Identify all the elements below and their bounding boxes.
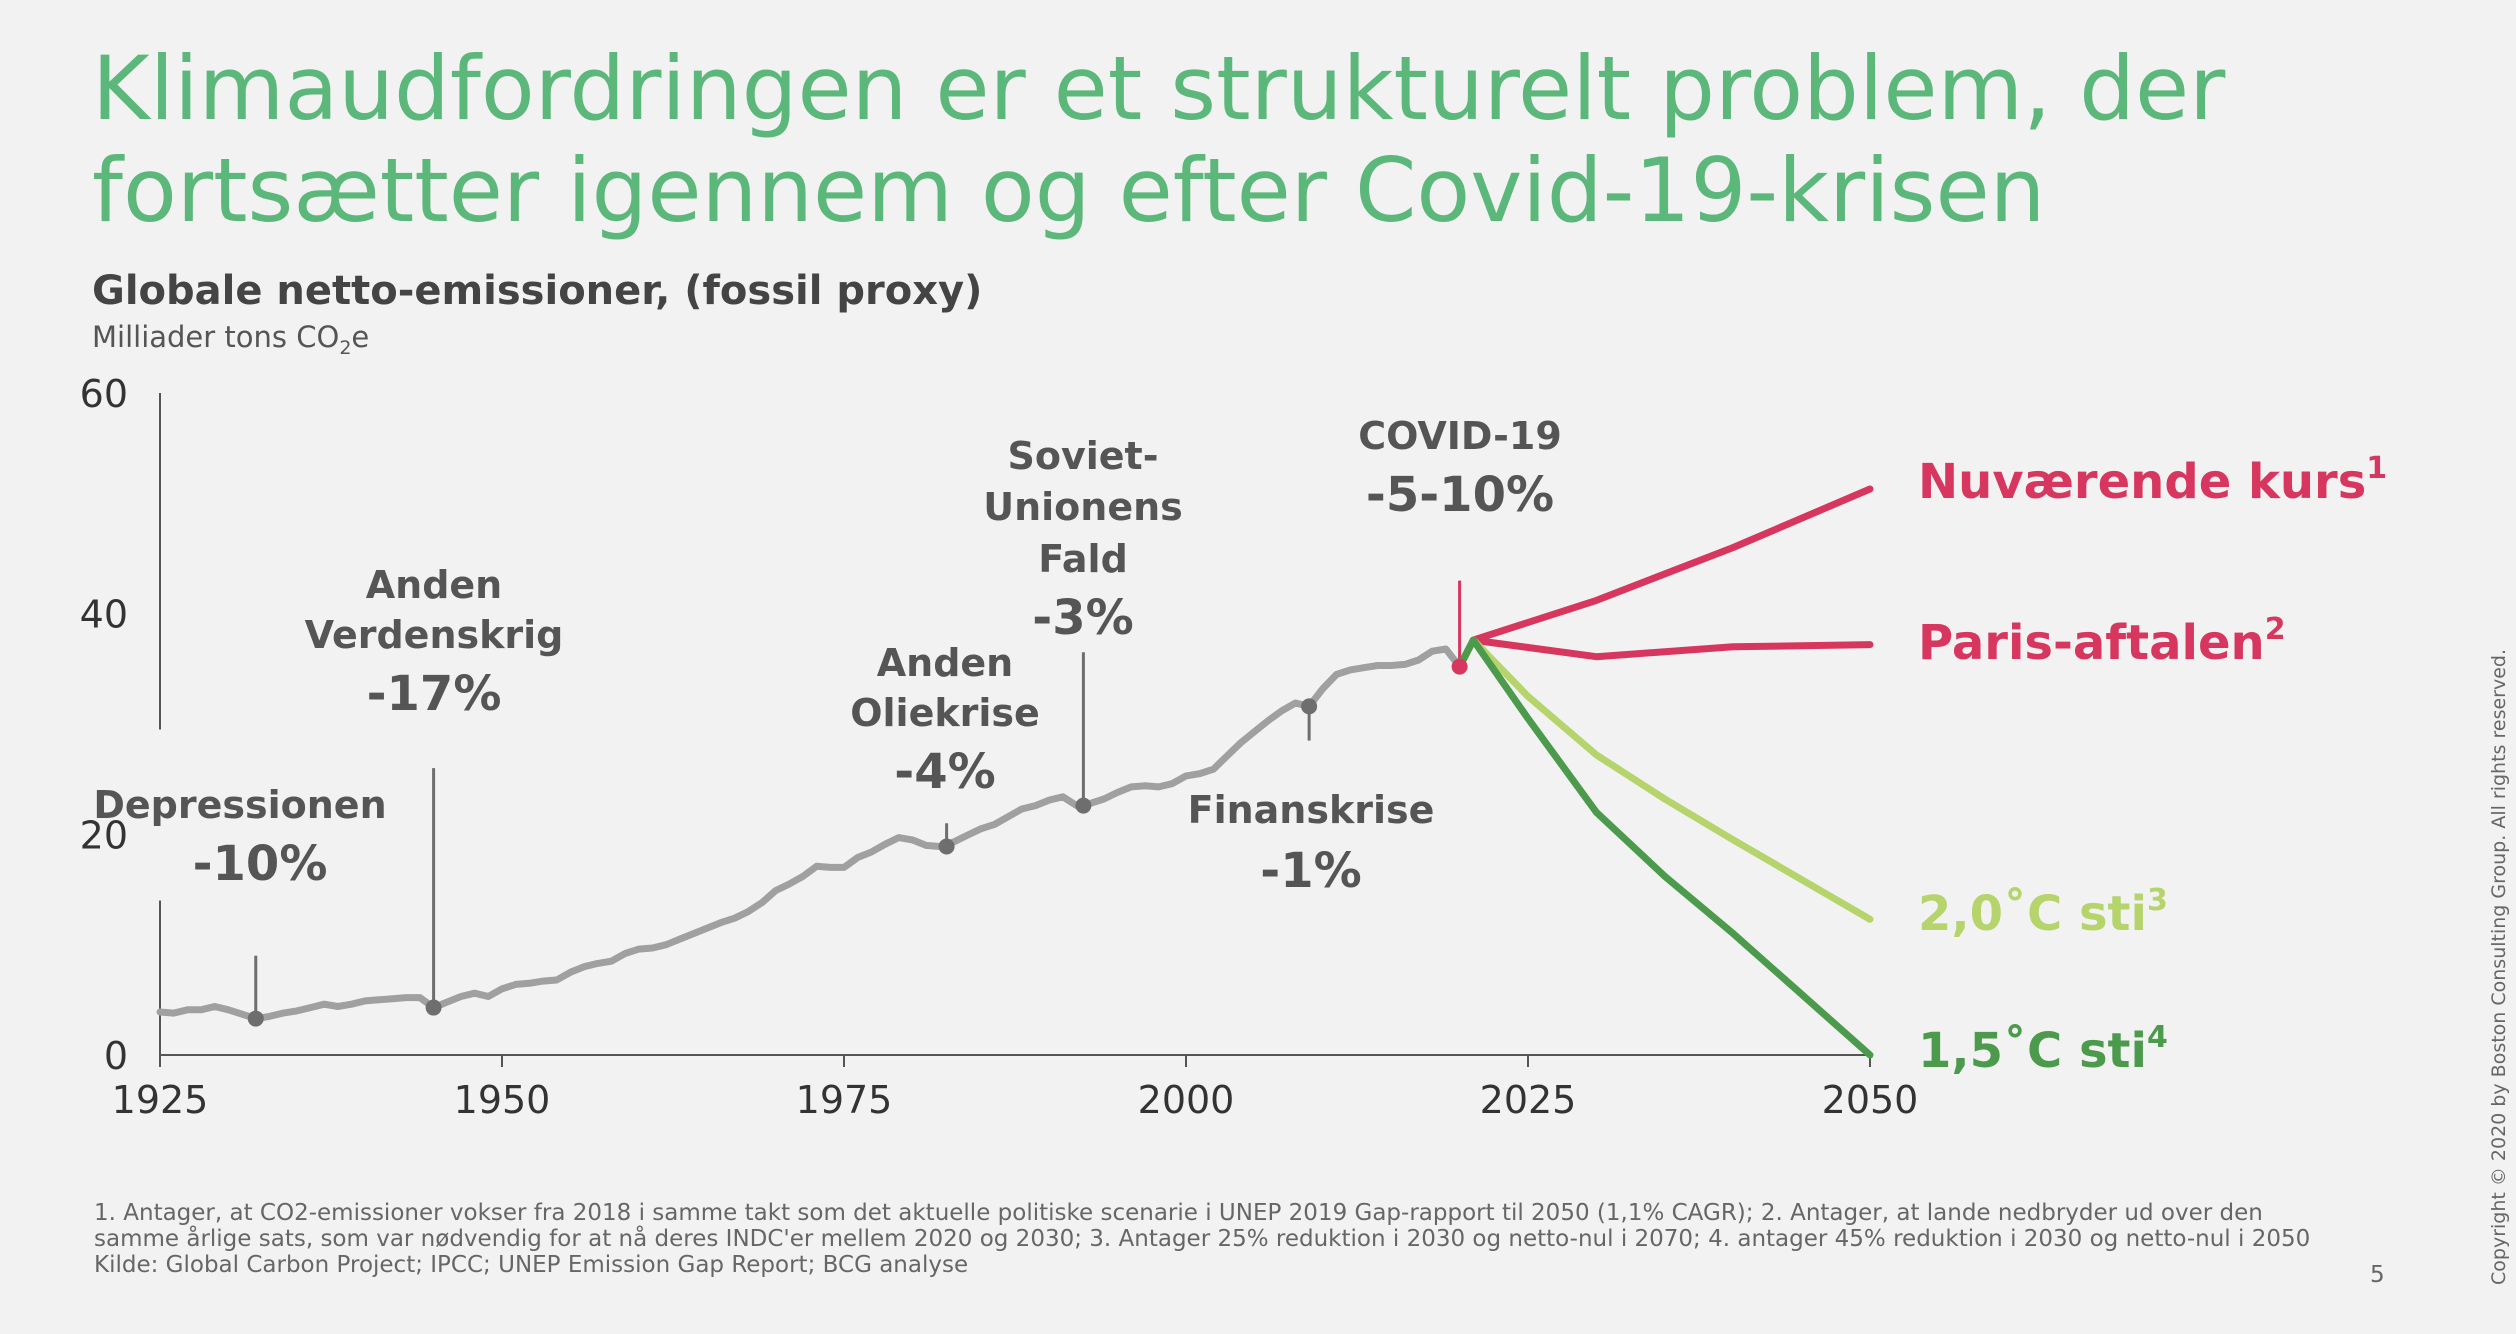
- event-soviet-change: -3%: [1032, 590, 1133, 646]
- chart-axes: [159, 393, 1871, 1067]
- scenario-line-paris: [1456, 636, 1874, 671]
- y-tick-label: 0: [104, 1034, 128, 1078]
- x-tick-label: 1975: [796, 1078, 893, 1122]
- unit-subscript: 2: [339, 336, 352, 359]
- footnote-line-2: samme årlige sats, som var nødvendig for…: [94, 1226, 2311, 1252]
- title-line-1: Klimaudfordringen er et strukturelt prob…: [92, 37, 2226, 140]
- event-covid-change: -5-10%: [1366, 467, 1554, 523]
- event-depression-change: -10%: [193, 836, 328, 892]
- x-tick-label: 1950: [454, 1078, 551, 1122]
- event-soviet-label-2: Unionens: [983, 485, 1183, 529]
- event-depression-label: Depressionen: [93, 783, 386, 827]
- title-line-2: fortsætter igennem og efter Covid-19-kri…: [92, 139, 2046, 242]
- page-number: 5: [2370, 1262, 2385, 1288]
- event-oil-change: -4%: [894, 744, 995, 800]
- event-point: [247, 1010, 264, 1027]
- event-finance-label: Finanskrise: [1188, 788, 1435, 832]
- y-tick-label: 60: [80, 372, 128, 416]
- chart-lines: [156, 485, 1874, 1059]
- footnotes: 1. Antager, at CO2-emissioner vokser fra…: [94, 1200, 2384, 1278]
- event-soviet-label-1: Soviet-: [1008, 434, 1159, 478]
- label-current-course: Nuværende kurs1: [1918, 451, 2387, 510]
- event-annotations: Depressionen -10% Anden Verdenskrig -17%…: [93, 414, 1561, 899]
- event-ww2-label-1: Anden: [366, 563, 503, 607]
- event-oil-label-2: Oliekrise: [850, 691, 1040, 735]
- x-tick-label: 1925: [112, 1078, 209, 1122]
- source-line: Kilde: Global Carbon Project; IPCC; UNEP…: [94, 1252, 969, 1278]
- scenario-labels: Nuværende kurs1 Paris-aftalen2 2,0˚C sti…: [1918, 451, 2387, 1079]
- historical-emissions-line: [156, 645, 1464, 1023]
- event-point: [938, 838, 955, 855]
- event-markers: [254, 580, 1462, 1019]
- x-tick-label: 2000: [1138, 1078, 1235, 1122]
- event-ww2-label-2: Verdenskrig: [305, 613, 564, 657]
- x-tick-label: 2050: [1822, 1078, 1919, 1122]
- label-two-degree: 2,0˚C sti3: [1918, 883, 2168, 942]
- event-point: [425, 999, 442, 1016]
- unit-tail: e: [351, 320, 370, 354]
- chart-unit-label: Milliader tons CO2e: [92, 320, 369, 359]
- chart-title: Globale netto-emissioner, (fossil proxy): [92, 268, 983, 314]
- event-covid-label: COVID-19: [1358, 414, 1562, 458]
- slide-title: Klimaudfordringen er et strukturelt prob…: [92, 38, 2392, 242]
- y-tick-label: 40: [80, 593, 128, 637]
- event-oil-label-1: Anden: [877, 641, 1014, 685]
- unit-main: Milliader tons CO: [92, 320, 340, 354]
- label-one-five-degree: 1,5˚C sti4: [1918, 1020, 2168, 1079]
- event-soviet-label-3: Fald: [1038, 537, 1128, 581]
- label-paris: Paris-aftalen2: [1918, 612, 2286, 671]
- event-point: [1451, 658, 1468, 675]
- x-tick-label: 2025: [1480, 1078, 1577, 1122]
- event-point: [1075, 797, 1092, 814]
- y-tick-label: 20: [80, 813, 128, 857]
- scenario-line-one-five-degree: [1456, 636, 1874, 1059]
- event-points: [247, 658, 1468, 1027]
- tick-labels: 1925 1950 1975 2000 2025 2050 0 20 40 60: [80, 372, 1919, 1122]
- event-ww2-change: -17%: [367, 666, 502, 722]
- event-point: [1301, 698, 1318, 715]
- footnote-line-1: 1. Antager, at CO2-emissioner vokser fra…: [94, 1200, 2263, 1226]
- event-finance-change: -1%: [1260, 843, 1361, 899]
- copyright-notice: Copyright © 2020 by Boston Consulting Gr…: [2488, 648, 2510, 1285]
